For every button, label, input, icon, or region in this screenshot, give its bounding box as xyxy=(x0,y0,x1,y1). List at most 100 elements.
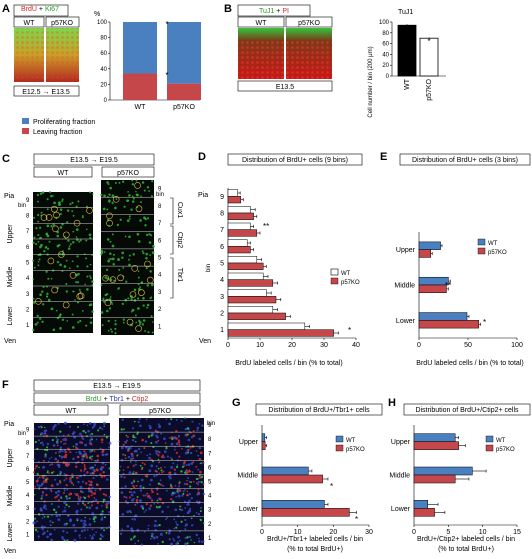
c-cell-dot xyxy=(121,251,125,255)
panel-g-xlabel-1: BrdU+/Tbr1+ labeled cells / bin xyxy=(267,536,363,543)
f-tbr1-dot xyxy=(196,493,199,496)
c-cell-dot xyxy=(150,315,153,318)
c-cell-dot xyxy=(142,251,145,255)
panel-b-wt-label: WT xyxy=(256,20,268,27)
f-ctip2-dot xyxy=(52,470,55,473)
f-brdu-dot xyxy=(99,537,102,540)
c-cell-dot xyxy=(81,216,84,219)
f-ctip2-dot xyxy=(85,455,89,459)
c-cell-dot xyxy=(36,314,39,318)
c-cell-dot xyxy=(130,298,133,301)
f-brdu-dot xyxy=(65,495,68,498)
f-ctip2-dot xyxy=(192,461,195,464)
f-ctip2-dot xyxy=(131,452,134,455)
f-tbr1-dot xyxy=(83,519,87,523)
f-ctip2-dot xyxy=(124,441,127,444)
c-cell-dot xyxy=(112,253,115,256)
f-tbr1-dot xyxy=(160,432,163,435)
f-tbr1-dot xyxy=(150,464,154,468)
c-cell-dot xyxy=(37,240,40,243)
c-cell-dot xyxy=(76,255,79,258)
f-ctip2-dot xyxy=(135,498,139,502)
f-ctip2-dot xyxy=(178,443,181,446)
f-ctip2-dot xyxy=(183,460,186,464)
d-bar-wt xyxy=(227,272,264,280)
c-cell-circle xyxy=(131,264,139,272)
f-tbr1-dot xyxy=(144,494,147,497)
b-ytick-label: 60 xyxy=(382,42,389,48)
panel-d-legend-wt-swatch xyxy=(330,268,339,276)
f-tbr1-dot xyxy=(75,442,78,446)
panel-d-xlabel: BrdU labeled cells / bin (% to total) xyxy=(235,360,342,367)
f-tbr1-dot xyxy=(135,460,137,463)
f-tbr1-dot xyxy=(201,424,204,427)
c-cell-dot xyxy=(122,180,125,183)
c-bin-number-right: 5 xyxy=(158,256,162,262)
c-cell-dot xyxy=(122,266,125,269)
f-tbr1-dot xyxy=(140,451,142,454)
f-tbr1-dot xyxy=(128,471,132,475)
f-tbr1-dot xyxy=(133,491,136,494)
f-ctip2-dot xyxy=(94,470,96,473)
f-brdu-dot xyxy=(83,496,87,500)
c-cell-dot xyxy=(31,259,35,262)
f-brdu-dot xyxy=(72,484,75,486)
f-brdu-dot xyxy=(103,425,106,428)
b-ytick-label: 40 xyxy=(382,52,389,58)
e-xtick-label: 50 xyxy=(464,342,472,349)
f-ctip2-dot xyxy=(160,455,164,459)
f-tbr1-dot xyxy=(170,466,174,469)
f-brdu-dot xyxy=(193,541,196,544)
c-cell-dot xyxy=(81,310,84,312)
g-xtick-label: 0 xyxy=(260,529,264,536)
f-tbr1-dot xyxy=(63,489,66,492)
f-tbr1-dot xyxy=(33,507,36,510)
f-ctip2-dot xyxy=(102,492,106,496)
a-ytick-label: 20 xyxy=(100,82,107,88)
f-brdu-dot xyxy=(181,465,184,468)
f-ctip2-dot xyxy=(93,450,96,453)
f-ctip2-dot xyxy=(102,466,105,469)
f-ctip2-dot xyxy=(54,451,57,454)
e-category-label: Upper xyxy=(396,247,416,254)
c-cell-dot xyxy=(116,223,120,227)
f-brdu-dot xyxy=(103,516,106,519)
c-cell-circle xyxy=(135,205,143,213)
d-category-label: 8 xyxy=(220,211,224,218)
f-brdu-dot xyxy=(55,436,57,438)
c-cell-dot xyxy=(89,263,92,266)
c-cell-circle xyxy=(51,205,58,213)
f-tbr1-dot xyxy=(50,456,53,459)
svg-text:TuJ1 + PI: TuJ1 + PI xyxy=(259,8,289,15)
c-cell-dot xyxy=(144,224,147,227)
f-ctip2-dot xyxy=(96,501,100,505)
c-cell-dot xyxy=(100,249,104,253)
f-tbr1-dot xyxy=(154,519,157,523)
f-tbr1-dot xyxy=(133,518,136,521)
f-tbr1-dot xyxy=(202,492,205,496)
f-brdu-dot xyxy=(179,505,181,508)
f-ctip2-dot xyxy=(90,500,94,504)
f-tbr1-dot xyxy=(66,531,69,534)
f-tbr1-dot xyxy=(53,423,57,427)
f-tbr1-dot xyxy=(121,528,124,531)
f-brdu-dot xyxy=(99,513,102,516)
f-tbr1-dot xyxy=(42,432,44,435)
c-cell-dot xyxy=(135,321,138,324)
f-ctip2-dot xyxy=(157,450,160,453)
f-brdu-dot xyxy=(44,453,47,456)
panel-b-time: E13.5 xyxy=(276,84,294,91)
f-tbr1-dot xyxy=(169,476,172,480)
f-tbr1-dot xyxy=(131,439,135,442)
f-tbr1-dot xyxy=(44,454,47,458)
c-cell-dot xyxy=(89,276,92,279)
f-ctip2-dot xyxy=(41,475,45,479)
f-tbr1-dot xyxy=(167,532,171,535)
a-ytick-label: 40 xyxy=(100,67,107,73)
f-brdu-dot xyxy=(71,475,74,478)
f-tbr1-dot xyxy=(173,448,176,451)
f-ctip2-dot xyxy=(134,471,138,475)
f-ctip2-dot xyxy=(186,479,188,482)
c-bin-number-left: 8 xyxy=(26,214,30,220)
